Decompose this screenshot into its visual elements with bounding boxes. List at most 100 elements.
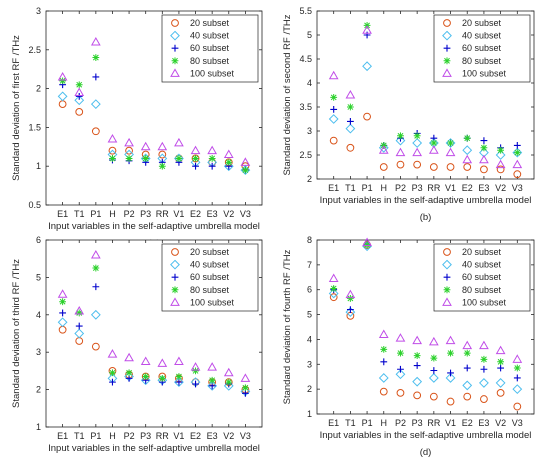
data-point (395, 369, 406, 380)
data-point (463, 392, 472, 401)
data-point (92, 54, 100, 61)
data-point (124, 352, 134, 362)
x-tick-label: P1 (90, 431, 101, 441)
x-tick-label: V3 (512, 418, 523, 428)
y-tick-label: 4 (36, 310, 41, 320)
data-point (74, 306, 85, 315)
y-tick-label: 6 (36, 235, 41, 245)
data-point (496, 388, 505, 397)
data-point (74, 95, 85, 106)
data-point (192, 155, 199, 162)
data-point (109, 155, 116, 162)
series-80-subset (330, 22, 521, 156)
data-point (463, 134, 471, 142)
data-point (397, 349, 404, 357)
data-point (378, 373, 389, 383)
x-tick-label: V2 (223, 431, 234, 441)
data-point (74, 87, 85, 96)
data-point (429, 163, 438, 171)
legend-entry: 100 subset (190, 297, 235, 307)
data-point (462, 154, 473, 164)
y-tick-label: 2 (307, 174, 312, 184)
data-point (157, 358, 168, 367)
x-tick-label: V2 (495, 183, 506, 193)
data-point (429, 392, 438, 401)
data-point (330, 106, 338, 113)
data-point (124, 137, 134, 147)
series-100-subset (328, 25, 523, 169)
legend-marker (442, 259, 452, 270)
series-80-subset (59, 54, 249, 174)
y-tick-label: 5.5 (299, 6, 312, 16)
x-axis-label: Input variables in the self-adaptive umb… (320, 195, 532, 206)
y-tick-label: 2.5 (28, 45, 41, 55)
legend-marker (442, 68, 452, 77)
y-tick-label: 5 (307, 30, 312, 40)
legend-marker (171, 273, 179, 281)
legend-entry: 40 subset (190, 260, 230, 270)
data-point (225, 158, 233, 166)
x-tick-label: E2 (190, 431, 201, 441)
y-tick-label: 7 (307, 260, 312, 270)
data-point (495, 345, 506, 355)
legend-marker (170, 68, 180, 77)
legend-marker (443, 44, 451, 52)
x-tick-label: E1 (57, 209, 68, 219)
series-80-subset (59, 264, 249, 392)
data-point (446, 397, 455, 406)
legend: 20 subset 40 subset 60 subset 80 subset 100 … (161, 243, 259, 312)
data-point (328, 273, 339, 283)
x-axis-label: Input variables in the self-adaptive umb… (48, 443, 260, 454)
data-point (480, 355, 488, 363)
data-point (497, 146, 505, 154)
legend-marker (443, 248, 451, 256)
data-point (175, 155, 183, 162)
data-point (240, 165, 251, 175)
x-tick-label: H (109, 431, 116, 441)
x-tick-label: H (381, 418, 388, 428)
data-point (328, 70, 339, 80)
data-point (125, 146, 133, 155)
data-point (225, 378, 233, 386)
x-tick-label: P3 (140, 431, 151, 441)
x-tick-label: E1 (57, 431, 68, 441)
data-point (512, 354, 523, 363)
data-point (90, 309, 101, 320)
y-axis-label: Standard deviation of second RF /THz (282, 14, 293, 175)
data-point (497, 358, 505, 366)
y-tick-label: 5 (307, 310, 312, 320)
data-point (396, 160, 405, 169)
legend-entry: 20 subset (462, 18, 502, 28)
series-20-subset (58, 100, 250, 171)
data-point (240, 157, 251, 166)
x-tick-label: T1 (74, 209, 85, 219)
data-point (428, 373, 439, 383)
data-point (208, 155, 216, 162)
data-point (345, 307, 356, 317)
legend-box (433, 243, 531, 312)
y-tick-label: 1.5 (28, 122, 41, 132)
x-tick-label: E1 (328, 183, 339, 193)
data-point (208, 376, 216, 384)
y-tick-label: 3 (307, 126, 312, 136)
data-point (157, 141, 168, 151)
x-tick-label: RR (427, 418, 440, 428)
data-point (107, 349, 118, 358)
x-tick-label: E3 (478, 183, 489, 193)
data-point (174, 137, 184, 147)
x-tick-label: V3 (240, 209, 251, 219)
data-point (463, 163, 472, 171)
legend-entry: 60 subset (462, 43, 502, 53)
y-tick-label: 2 (36, 385, 41, 395)
x-tick-label: E2 (190, 209, 201, 219)
legend-entry: 20 subset (462, 247, 502, 257)
data-point (462, 380, 473, 391)
data-point (57, 317, 68, 328)
data-point (223, 367, 234, 377)
data-point (207, 380, 218, 391)
data-point (513, 142, 521, 149)
x-tick-label: RR (156, 431, 169, 441)
data-point (241, 384, 249, 392)
data-point (480, 137, 488, 144)
legend-entry: 100 subset (462, 297, 507, 307)
